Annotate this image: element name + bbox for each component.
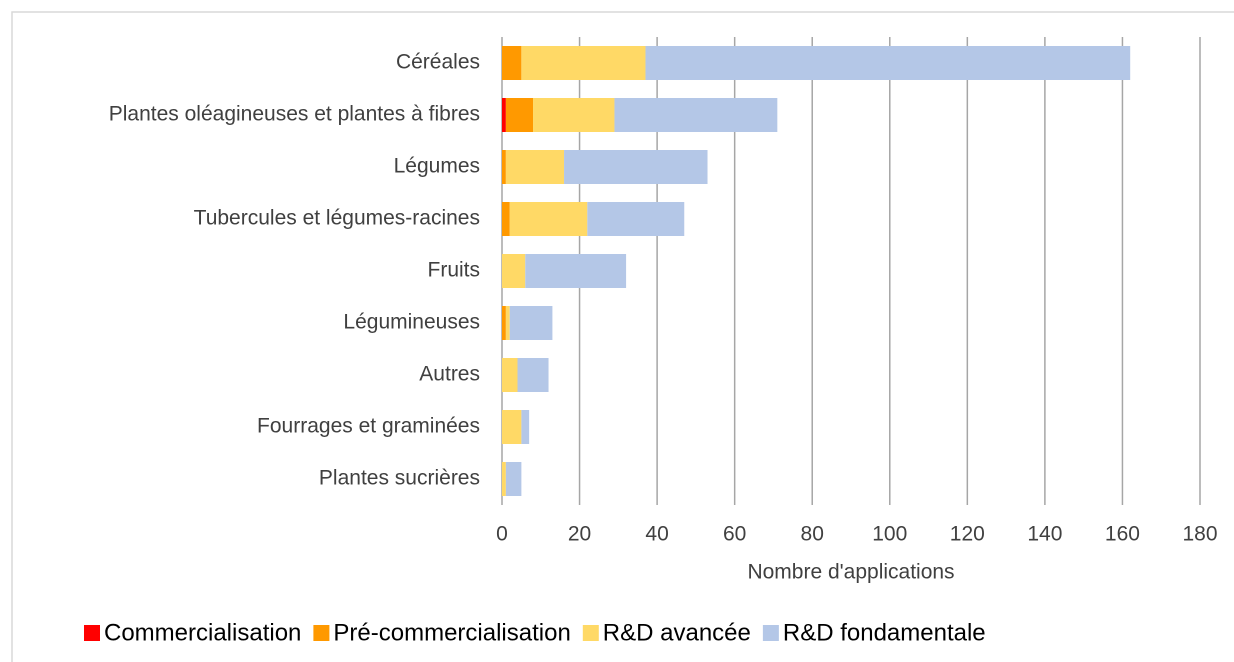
legend-label: Pré-commercialisation: [333, 619, 570, 646]
legend-marker: [84, 625, 100, 641]
bar-segment: [502, 410, 522, 444]
y-tick-label: Plantes sucrières: [319, 467, 480, 490]
bar-segment: [502, 202, 510, 236]
bar-segment: [587, 202, 685, 236]
bar-segment: [502, 98, 506, 132]
x-tick-label: 140: [1027, 523, 1062, 546]
bar-segment: [517, 358, 549, 392]
x-tick-label: 0: [496, 523, 508, 546]
y-tick-label: Légumes: [394, 155, 480, 178]
x-tick-label: 20: [568, 523, 591, 546]
bar-segment: [502, 306, 506, 340]
chart-frame: [11, 11, 1234, 662]
bar-segment: [502, 46, 522, 80]
y-tick-label: Fruits: [428, 259, 481, 282]
bar-segment: [509, 306, 553, 340]
bar-segment: [521, 410, 530, 444]
bar-segment: [502, 254, 526, 288]
bar-segment: [533, 98, 615, 132]
x-tick-label: 100: [872, 523, 907, 546]
x-tick-label: 80: [801, 523, 824, 546]
x-tick-label: 120: [950, 523, 985, 546]
y-tick-label: Fourrages et graminées: [257, 415, 480, 438]
x-tick-label: 180: [1182, 523, 1217, 546]
bar-segment: [505, 150, 565, 184]
bar-segment: [645, 46, 1131, 80]
y-tick-label: Céréales: [396, 51, 480, 74]
bar-segment: [502, 358, 518, 392]
y-tick-label: Plantes oléagineuses et plantes à fibres: [109, 103, 480, 126]
bar-segment: [505, 98, 534, 132]
bar-segment: [564, 150, 708, 184]
bar-segment: [525, 254, 627, 288]
y-tick-label: Tubercules et légumes-racines: [194, 207, 480, 230]
legend-marker: [313, 625, 330, 641]
legend-label: Commercialisation: [104, 619, 301, 646]
bar-segment: [509, 202, 588, 236]
x-tick-label: 40: [645, 523, 668, 546]
bar-segment: [505, 306, 510, 340]
legend-label: R&D fondamentale: [783, 619, 986, 646]
x-tick-label: 160: [1105, 523, 1140, 546]
bar-segment: [502, 150, 506, 184]
bar-segment: [521, 46, 646, 80]
bar-segment: [505, 462, 522, 496]
y-tick-label: Légumineuses: [343, 311, 480, 334]
legend-marker: [762, 625, 779, 641]
y-tick-label: Autres: [419, 363, 480, 386]
legend-marker: [582, 625, 599, 641]
x-tick-label: 60: [723, 523, 746, 546]
x-axis-title: Nombre d'applications: [747, 561, 954, 584]
legend-label: R&D avancée: [603, 619, 751, 646]
bar-segment: [614, 98, 778, 132]
bar-segment: [502, 462, 506, 496]
